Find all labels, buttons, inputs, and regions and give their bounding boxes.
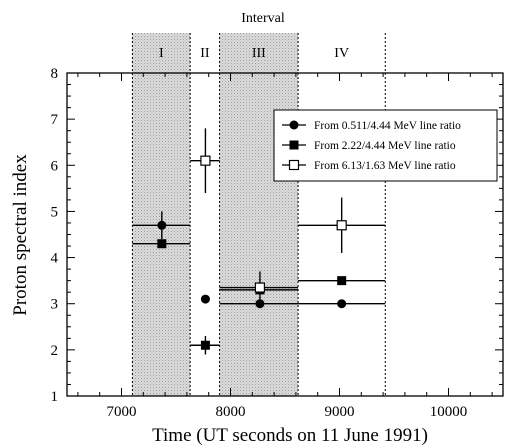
legend-marker xyxy=(289,120,299,130)
legend-marker xyxy=(289,140,299,150)
y-tick-label: 7 xyxy=(51,112,59,128)
data-point-series-1 xyxy=(157,220,167,230)
legend-box xyxy=(273,109,498,182)
data-point-series-2 xyxy=(200,340,210,350)
y-tick-label: 2 xyxy=(51,343,59,359)
y-tick-label: 6 xyxy=(51,158,59,174)
interval-title: Interval xyxy=(241,11,285,26)
legend-entry: From 0.511/4.44 MeV line ratio xyxy=(314,120,461,132)
data-marks xyxy=(132,128,386,355)
y-tick-label: 8 xyxy=(51,66,59,82)
x-tick-label: 8000 xyxy=(216,404,246,420)
interval-label-IV: IV xyxy=(334,46,349,61)
y-tick-label: 3 xyxy=(51,297,59,313)
interval-label-I: I xyxy=(159,46,164,61)
y-axis-title: Proton spectral index xyxy=(10,154,31,316)
interval-label-II: II xyxy=(200,46,210,61)
data-point-series-3 xyxy=(336,220,347,231)
data-point-series-3 xyxy=(254,282,266,293)
y-tick-label: 1 xyxy=(51,389,59,405)
x-tick-label: 7000 xyxy=(107,404,137,420)
legend-marker xyxy=(288,159,300,171)
interval-bands: I II III IV xyxy=(131,33,386,396)
interval-band-III xyxy=(219,33,299,396)
data-point-series-2 xyxy=(157,239,167,249)
x-axis-title: Time (UT seconds on 11 June 1991) xyxy=(152,425,428,446)
data-point-series-2 xyxy=(337,276,347,286)
data-point-series-3 xyxy=(200,155,211,166)
y-tick-label: 4 xyxy=(51,251,59,267)
legend-entry: From 2.22/4.44 MeV line ratio xyxy=(314,140,456,152)
legend-entry: From 6.13/1.63 MeV line ratio xyxy=(314,160,456,172)
x-tick-label: 9000 xyxy=(325,404,355,420)
interval-label-III: III xyxy=(252,46,266,61)
x-tick-label: 10000 xyxy=(430,404,468,420)
data-point-series-1 xyxy=(337,299,347,309)
data-point-series-1 xyxy=(200,294,210,304)
legend: From 0.511/4.44 MeV line ratio From 2.22/… xyxy=(273,109,498,182)
y-tick-label: 5 xyxy=(51,204,59,220)
plot-axes: 7000 8000 9000 10000 1 2 3 4 5 6 7 8 xyxy=(51,66,504,420)
